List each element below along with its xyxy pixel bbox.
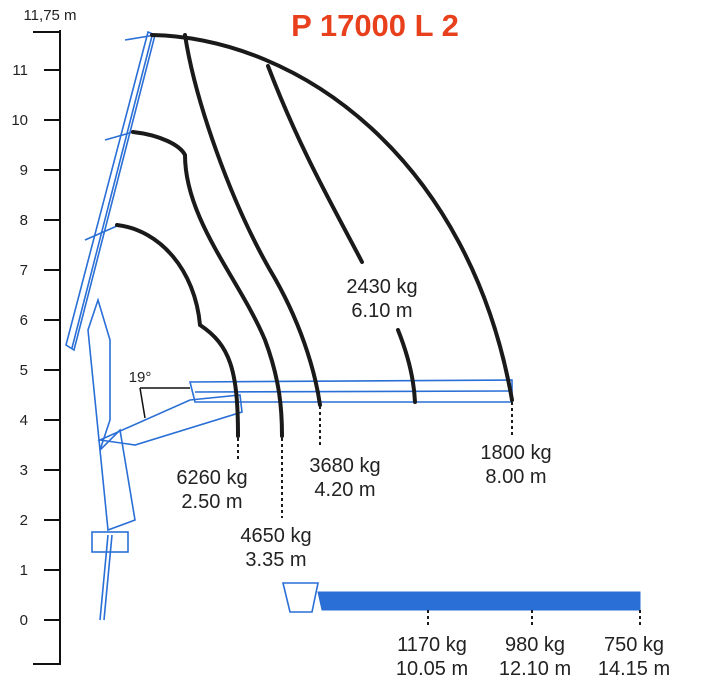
axis-tick-label: 10 xyxy=(11,112,28,129)
load-reach: 2.50 m xyxy=(181,491,242,513)
axis-tick-label: 5 xyxy=(20,362,28,379)
axis-tick-label: 6 xyxy=(20,312,28,329)
load-curves xyxy=(115,33,641,628)
load-weight: 1800 kg xyxy=(480,442,551,464)
load-weight: 750 kg xyxy=(604,634,664,656)
load-weight: 6260 kg xyxy=(176,467,247,489)
load-weight: 980 kg xyxy=(505,634,565,656)
crane-drawing xyxy=(65,30,641,621)
load-reach: 3.35 m xyxy=(245,549,306,571)
load-reach: 12.10 m xyxy=(499,658,571,680)
axis-tick-label: 11 xyxy=(12,62,28,79)
load-weight: 4650 kg xyxy=(240,525,311,547)
axis-tick-label: 8 xyxy=(20,212,28,229)
axis-tick-label: 7 xyxy=(20,262,28,279)
load-labels: 2430 kg6.10 m 6260 kg2.50 m 4650 kg3.35 m 3… xyxy=(176,276,670,680)
axis-tick-label: 3 xyxy=(20,462,28,479)
angle-label: 19° xyxy=(129,369,152,386)
axis-tick-label: 9 xyxy=(20,162,28,179)
axis-tick-label: 0 xyxy=(20,612,28,629)
load-weight: 3680 kg xyxy=(309,455,380,477)
load-reach: 10.05 m xyxy=(396,658,468,680)
title: P 17000 L 2 xyxy=(291,8,459,43)
load-weight: 1170 kg xyxy=(397,634,467,656)
load-reach: 4.20 m xyxy=(314,479,375,501)
axis-top-label: 11,75 m xyxy=(23,7,76,24)
load-reach: 6.10 m xyxy=(351,300,412,322)
load-reach: 8.00 m xyxy=(485,466,546,488)
axis-tick-label: 1 xyxy=(20,562,28,579)
load-weight: 2430 kg xyxy=(346,276,417,298)
axis-tick-label: 4 xyxy=(20,412,28,429)
load-reach: 14.15 m xyxy=(598,658,670,680)
axis-tick-label: 2 xyxy=(20,512,28,529)
